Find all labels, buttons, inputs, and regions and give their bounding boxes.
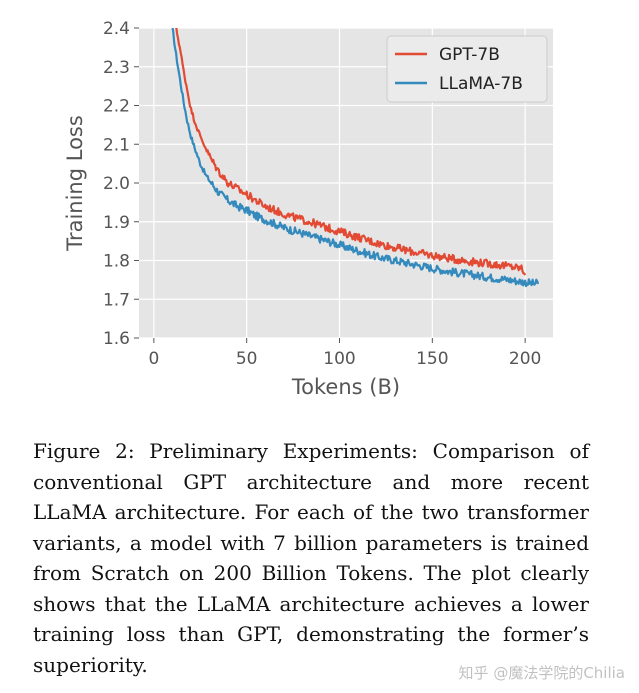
y-tick-label: 1.9 <box>103 213 130 233</box>
figure-caption: Figure 2: Preliminary Experiments: Compa… <box>33 439 589 677</box>
x-tick-labels: 0 50 100 150 200 <box>148 338 541 369</box>
series-line-llama-7b <box>171 28 540 288</box>
y-tick-label: 2.2 <box>103 97 130 117</box>
x-axis-label: Tokens (B) <box>291 375 400 399</box>
y-tick-label: 1.7 <box>103 290 130 310</box>
x-tick-label: 50 <box>236 349 258 369</box>
y-tick-label: 2.1 <box>103 135 130 155</box>
y-tick-labels: 1.6 1.7 1.8 1.9 2.0 2.1 2.2 2.3 2.4 <box>103 19 139 349</box>
grid-lines <box>139 27 553 339</box>
series-line-gpt-7b <box>175 28 527 276</box>
y-tick-label: 1.6 <box>103 329 130 349</box>
y-tick-label: 2.3 <box>103 58 130 78</box>
training-loss-chart: 1.6 1.7 1.8 1.9 2.0 2.1 2.2 2.3 2.4 0 50 100 150 200… <box>63 19 553 399</box>
legend-label: GPT-7B <box>439 45 500 65</box>
x-tick-label: 0 <box>148 349 159 369</box>
legend: GPT-7B LLaMA-7B <box>386 35 548 103</box>
series-lines <box>171 28 540 288</box>
y-tick-label: 1.8 <box>103 252 130 272</box>
legend-box <box>386 35 548 103</box>
x-tick-label: 200 <box>509 349 541 369</box>
watermark: 知乎 @魔法学院的Chilia <box>458 664 625 682</box>
y-tick-label: 2.4 <box>103 19 130 39</box>
x-tick-label: 100 <box>323 349 355 369</box>
y-tick-label: 2.0 <box>103 174 130 194</box>
legend-label: LLaMA-7B <box>439 74 523 94</box>
x-tick-label: 150 <box>416 349 448 369</box>
y-axis-label: Training Loss <box>63 115 87 252</box>
